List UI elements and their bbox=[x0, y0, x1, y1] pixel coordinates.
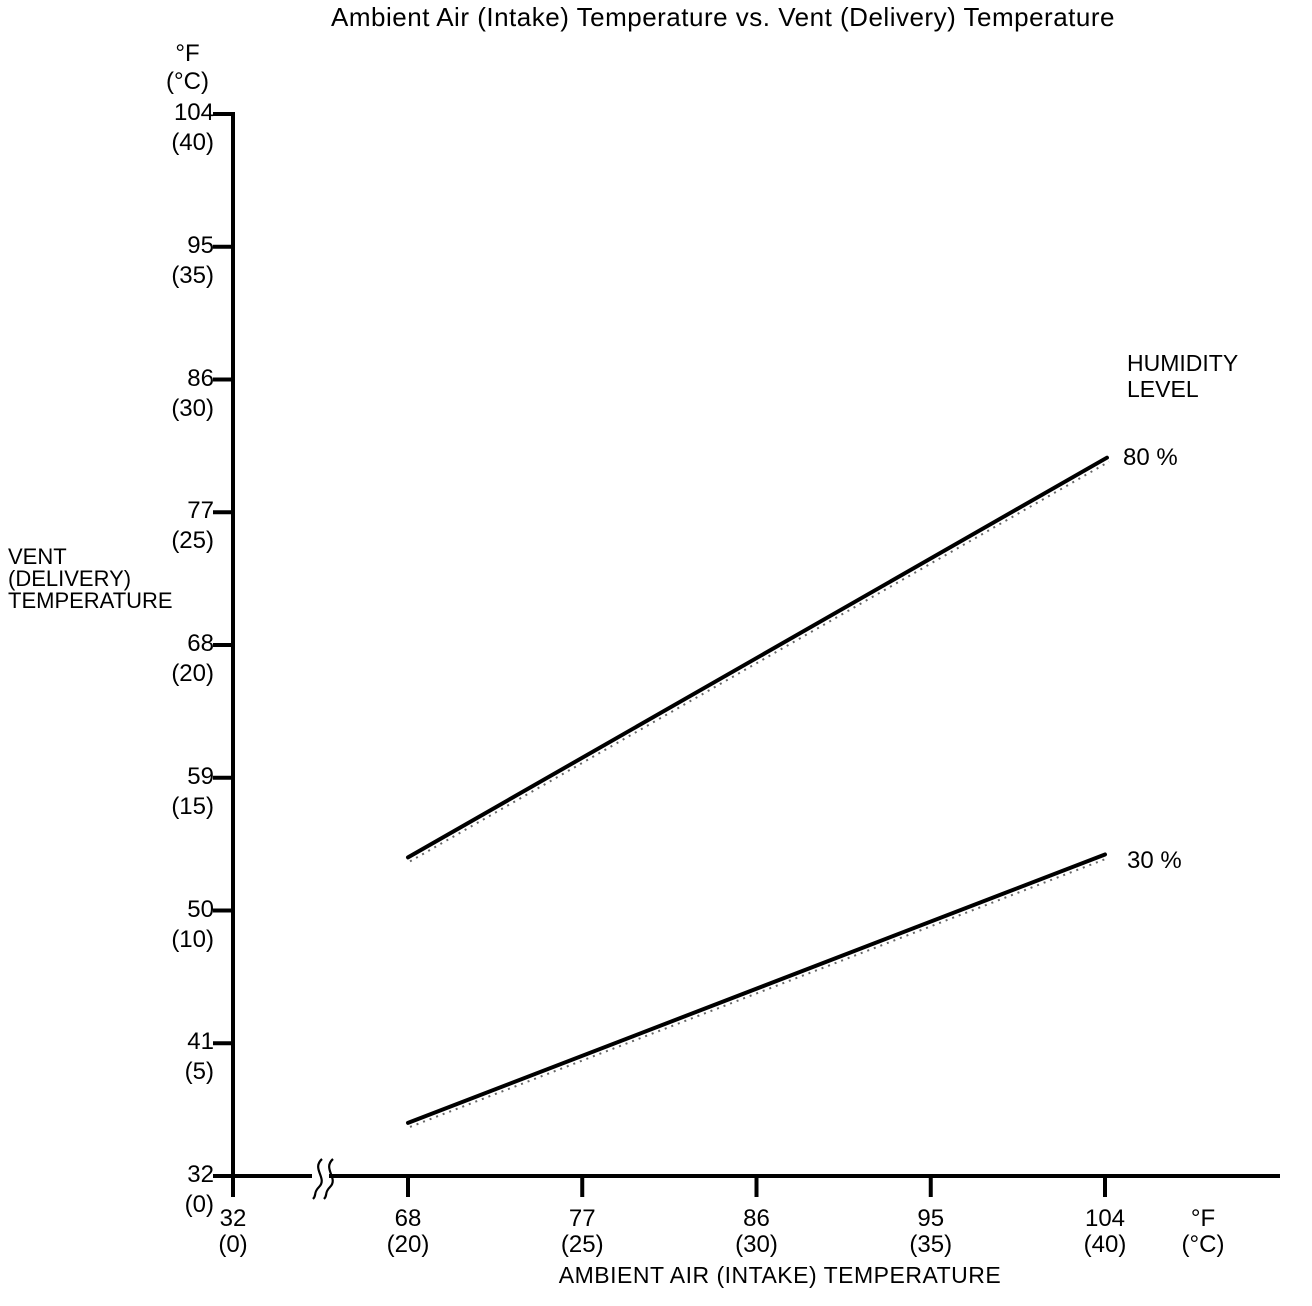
y-tick-c: (25) bbox=[171, 527, 214, 555]
y-tick-label: 68 (20) bbox=[118, 629, 214, 689]
y-axis-title-line3: TEMPERATURE bbox=[8, 588, 173, 613]
x-tick-label: 77 (25) bbox=[512, 1206, 652, 1258]
x-tick-c: (35) bbox=[909, 1231, 953, 1258]
legend-title: HUMIDITY LEVEL bbox=[1127, 350, 1238, 402]
axis-break-icon bbox=[312, 1158, 323, 1200]
y-tick-f: 95 bbox=[187, 231, 214, 259]
y-tick-label: 32 (0) bbox=[118, 1160, 214, 1220]
x-tick-c: (0) bbox=[218, 1231, 248, 1258]
y-tick-c: (0) bbox=[184, 1191, 214, 1218]
y-tick-f: 104 bbox=[173, 99, 214, 126]
x-tick-f: 86 bbox=[743, 1205, 770, 1232]
y-tick-label: 95 (35) bbox=[118, 231, 214, 291]
series-label-80pct: 80 % bbox=[1123, 444, 1178, 471]
x-tick-c: (30) bbox=[735, 1231, 778, 1258]
x-tick-label: 86 (30) bbox=[687, 1206, 827, 1258]
x-axis-unit-label: °F (°C) bbox=[1133, 1206, 1273, 1258]
x-tick-f: 95 bbox=[917, 1205, 945, 1232]
x-tick-f: 104 bbox=[1084, 1205, 1126, 1232]
y-tick-c: (5) bbox=[184, 1058, 214, 1086]
y-axis-title-line2: (DELIVERY) bbox=[8, 566, 132, 591]
x-tick-f: 68 bbox=[394, 1205, 422, 1232]
x-tick-label: 104 (40) bbox=[1035, 1206, 1175, 1258]
x-axis-unit-f: °F bbox=[1190, 1205, 1216, 1232]
series-line-shadow-1 bbox=[409, 857, 1108, 1128]
y-tick-label: 104 (40) bbox=[118, 98, 214, 158]
x-tick-label: 95 (35) bbox=[861, 1206, 1001, 1258]
y-tick-c: (20) bbox=[171, 660, 214, 687]
y-axis-title-line1: VENT bbox=[8, 544, 67, 569]
x-axis-unit-c: (°C) bbox=[1181, 1231, 1225, 1258]
y-tick-label: 50 (10) bbox=[118, 895, 214, 955]
y-tick-c: (15) bbox=[171, 792, 214, 820]
y-tick-c: (35) bbox=[171, 261, 214, 289]
y-tick-f: 50 bbox=[187, 895, 214, 923]
legend-title-line2: LEVEL bbox=[1127, 376, 1199, 402]
axis-break-icon bbox=[323, 1158, 334, 1200]
y-tick-f: 68 bbox=[187, 630, 214, 657]
y-tick-c: (10) bbox=[171, 925, 214, 953]
y-axis-unit-label: °F (°C) bbox=[140, 40, 235, 96]
x-tick-f: 32 bbox=[219, 1205, 247, 1232]
x-tick-c: (25) bbox=[560, 1231, 604, 1258]
x-tick-c: (40) bbox=[1083, 1231, 1127, 1258]
series-line-80pct bbox=[406, 455, 1109, 860]
x-axis-title: AMBIENT AIR (INTAKE) TEMPERATURE bbox=[558, 1262, 1002, 1288]
y-tick-f: 86 bbox=[187, 364, 214, 392]
y-tick-label: 86 (30) bbox=[118, 364, 214, 424]
y-tick-label: 59 (15) bbox=[118, 762, 214, 822]
y-tick-f: 77 bbox=[187, 497, 214, 525]
y-tick-c: (40) bbox=[171, 129, 214, 156]
y-tick-label: 77 (25) bbox=[118, 496, 214, 556]
y-tick-f: 59 bbox=[187, 762, 214, 790]
y-axis-title: VENT (DELIVERY) TEMPERATURE bbox=[8, 546, 173, 612]
chart-title: Ambient Air (Intake) Temperature vs. Ven… bbox=[331, 2, 1115, 32]
x-tick-f: 77 bbox=[568, 1205, 596, 1232]
y-tick-f: 41 bbox=[187, 1028, 214, 1056]
x-tick-label: 32 (0) bbox=[163, 1206, 303, 1258]
series-line-shadow-0 bbox=[409, 460, 1110, 863]
y-tick-f: 32 bbox=[187, 1161, 214, 1188]
x-tick-c: (20) bbox=[386, 1231, 430, 1258]
series-line-30pct bbox=[406, 852, 1107, 1125]
y-tick-label: 41 (5) bbox=[118, 1027, 214, 1087]
y-tick-c: (30) bbox=[171, 394, 214, 422]
series-label-30pct: 30 % bbox=[1127, 847, 1182, 874]
x-tick-label: 68 (20) bbox=[338, 1206, 478, 1258]
legend-title-line1: HUMIDITY bbox=[1127, 350, 1239, 376]
y-axis-unit-f: °F bbox=[175, 40, 200, 67]
y-axis-unit-c: (°C) bbox=[166, 68, 209, 95]
